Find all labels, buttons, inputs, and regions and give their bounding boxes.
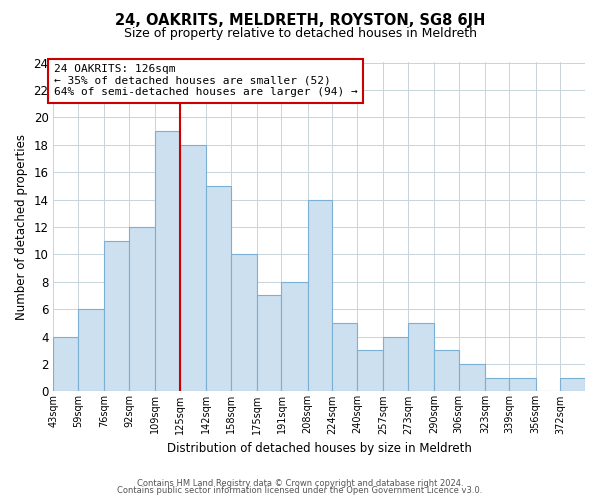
Bar — [78, 309, 104, 392]
Bar — [458, 364, 485, 392]
Bar — [357, 350, 383, 392]
Bar — [509, 378, 536, 392]
Bar — [560, 378, 585, 392]
Text: Contains public sector information licensed under the Open Government Licence v3: Contains public sector information licen… — [118, 486, 482, 495]
Bar — [308, 200, 332, 392]
Bar — [129, 227, 155, 392]
Bar — [155, 131, 180, 392]
Bar — [206, 186, 230, 392]
Bar — [332, 323, 357, 392]
Text: Contains HM Land Registry data © Crown copyright and database right 2024.: Contains HM Land Registry data © Crown c… — [137, 478, 463, 488]
Text: 24 OAKRITS: 126sqm
← 35% of detached houses are smaller (52)
64% of semi-detache: 24 OAKRITS: 126sqm ← 35% of detached hou… — [54, 64, 358, 98]
Bar — [53, 336, 78, 392]
X-axis label: Distribution of detached houses by size in Meldreth: Distribution of detached houses by size … — [167, 442, 472, 455]
Bar — [180, 144, 206, 392]
Bar — [485, 378, 509, 392]
Bar — [104, 240, 129, 392]
Bar — [257, 296, 281, 392]
Bar — [434, 350, 458, 392]
Bar — [230, 254, 257, 392]
Y-axis label: Number of detached properties: Number of detached properties — [15, 134, 28, 320]
Bar — [281, 282, 308, 392]
Bar — [408, 323, 434, 392]
Text: Size of property relative to detached houses in Meldreth: Size of property relative to detached ho… — [124, 28, 476, 40]
Bar — [383, 336, 408, 392]
Text: 24, OAKRITS, MELDRETH, ROYSTON, SG8 6JH: 24, OAKRITS, MELDRETH, ROYSTON, SG8 6JH — [115, 12, 485, 28]
